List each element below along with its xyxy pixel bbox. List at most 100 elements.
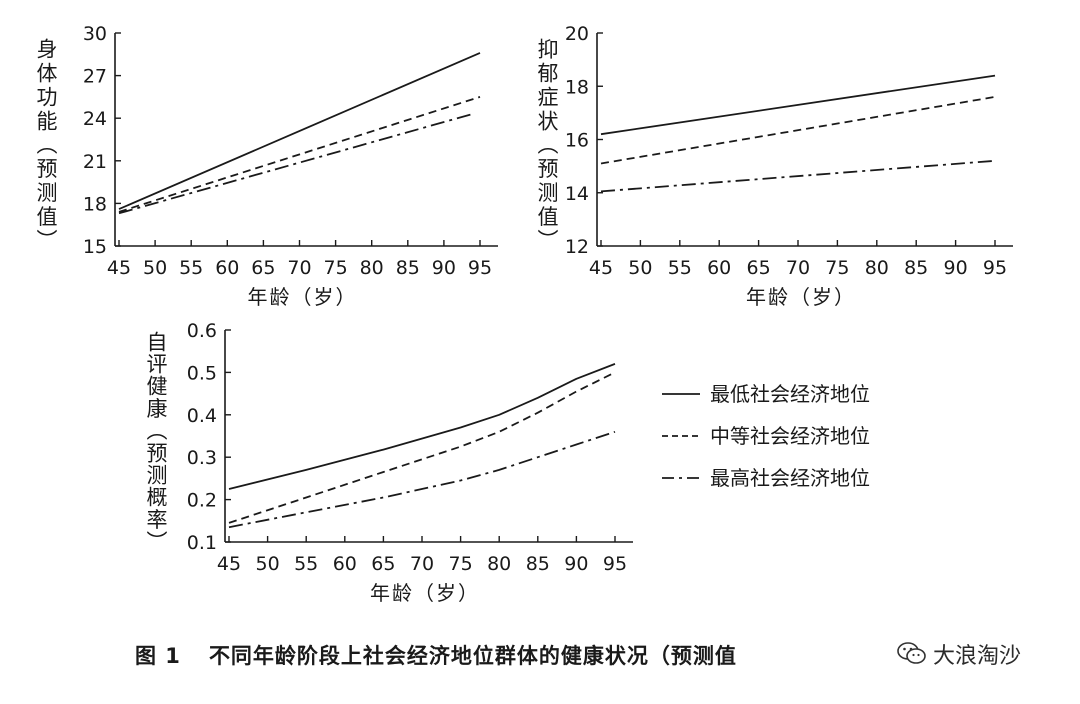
y-tick-label: 21 xyxy=(83,151,107,173)
x-tick-label: 65 xyxy=(251,257,275,279)
x-tick-label: 55 xyxy=(668,257,692,279)
x-tick-label: 75 xyxy=(825,257,849,279)
x-tick-label: 55 xyxy=(294,553,318,575)
legend-label: 最高社会经济地位 xyxy=(710,466,870,490)
x-tick-label: 95 xyxy=(983,257,1007,279)
watermark-text: 大浪淘沙 xyxy=(933,644,1022,669)
x-tick-label: 90 xyxy=(944,257,968,279)
x-tick-label: 85 xyxy=(396,257,420,279)
caption-number: 图 1 xyxy=(135,644,181,668)
x-tick-label: 70 xyxy=(410,553,434,575)
y-axis-label-char: 康 xyxy=(147,397,168,421)
series-line-dashed xyxy=(228,371,616,524)
y-tick-label: 30 xyxy=(83,23,107,45)
y-axis-label-char: 评 xyxy=(147,353,168,377)
y-tick-label: 15 xyxy=(83,236,107,258)
chart-panel-1: 15 18 21 24 27 30 45 50 55 60 65 70 75 80 85 90 95 年龄（岁） 身… xyxy=(37,23,498,309)
y-axis-label-char: ︶ xyxy=(538,229,559,253)
x-tick-label: 65 xyxy=(371,553,395,575)
figure-caption: 图 1 不同年龄阶段上社会经济地位群体的健康状况（预测值 xyxy=(135,640,737,670)
chart-panel-2: 12 14 16 18 20 45 50 55 60 65 70 75 80 85 90 95 年龄（岁） 抑郁症… xyxy=(538,23,1013,309)
series-line-solid xyxy=(118,52,481,210)
x-tick-label: 60 xyxy=(333,553,357,575)
x-axis-label: 年龄（岁） xyxy=(248,285,358,309)
y-tick-label: 0.5 xyxy=(187,362,217,384)
y-axis-label-char: ︶ xyxy=(147,530,168,554)
y-tick-label: 24 xyxy=(83,108,107,130)
y-axis-label: 抑郁症状︵预测值︶ xyxy=(538,38,559,253)
x-tick-label: 45 xyxy=(217,553,241,575)
x-tick-label: 80 xyxy=(487,553,511,575)
series-line-solid xyxy=(228,363,616,490)
watermark: 大浪淘沙 xyxy=(895,636,1028,672)
y-axis-label-char: 身 xyxy=(37,38,58,62)
x-tick-label: 85 xyxy=(904,257,928,279)
x-tick-label: 80 xyxy=(360,257,384,279)
y-axis-label-char: 测 xyxy=(147,464,168,488)
series-line-dashdot xyxy=(228,430,616,529)
series-line-solid xyxy=(600,74,996,136)
y-tick-label: 18 xyxy=(83,193,107,215)
y-tick-label: 16 xyxy=(565,130,589,152)
y-axis-label-char: 健 xyxy=(147,375,168,399)
series-line-dashdot xyxy=(118,113,474,215)
y-axis-label-char: 症 xyxy=(538,85,559,109)
y-axis-label-char: 值 xyxy=(37,205,58,229)
x-tick-label: 95 xyxy=(603,553,627,575)
y-axis-label-char: 值 xyxy=(538,205,559,229)
y-axis-label-char: 预 xyxy=(538,157,559,181)
x-tick-label: 75 xyxy=(324,257,348,279)
y-tick-label: 20 xyxy=(565,23,589,45)
y-axis-label: 自评健康︵预测概率︶ xyxy=(147,330,168,554)
y-axis-label-char: ︶ xyxy=(37,229,58,253)
series-line-dashed xyxy=(600,96,996,165)
y-axis-label-char: ︵ xyxy=(37,133,58,157)
chart-panel-3: 0.1 0.2 0.3 0.4 0.5 0.6 45 50 55 60 65 70 75 80 85 90 95… xyxy=(147,320,633,605)
x-axis-label: 年龄（岁） xyxy=(746,285,856,309)
series-line-dashdot xyxy=(600,159,996,193)
y-axis-label: 身体功能︵预测值︶ xyxy=(37,38,58,253)
x-tick-label: 80 xyxy=(865,257,889,279)
x-tick-label: 90 xyxy=(432,257,456,279)
wechat-icon xyxy=(897,642,926,664)
legend-label: 最低社会经济地位 xyxy=(710,382,870,406)
x-tick-label: 75 xyxy=(449,553,473,575)
x-tick-label: 45 xyxy=(589,257,613,279)
x-tick-label: 70 xyxy=(287,257,311,279)
caption-text: 不同年龄阶段上社会经济地位群体的健康状况（预测值 xyxy=(208,644,737,668)
x-tick-label: 50 xyxy=(143,257,167,279)
y-axis-label-char: 功 xyxy=(37,85,58,109)
y-axis-label-char: 能 xyxy=(37,109,58,133)
x-tick-label: 85 xyxy=(526,553,550,575)
x-tick-label: 60 xyxy=(707,257,731,279)
y-tick-label: 18 xyxy=(565,76,589,98)
y-axis-label-char: ︵ xyxy=(538,133,559,157)
x-tick-label: 50 xyxy=(628,257,652,279)
y-tick-label: 12 xyxy=(565,236,589,258)
y-axis-label-char: 自 xyxy=(147,330,168,354)
y-tick-label: 14 xyxy=(565,183,589,205)
y-tick-label: 27 xyxy=(83,66,107,88)
y-axis-label-char: 郁 xyxy=(538,62,559,86)
y-axis-label-char: 状 xyxy=(538,109,559,133)
legend-label: 中等社会经济地位 xyxy=(710,424,870,448)
y-axis-label-char: 率 xyxy=(147,508,168,532)
series-line-dashed xyxy=(118,96,481,213)
x-tick-label: 65 xyxy=(747,257,771,279)
y-tick-label: 0.6 xyxy=(187,320,217,342)
y-tick-label: 0.2 xyxy=(187,490,217,512)
x-tick-label: 95 xyxy=(468,257,492,279)
y-axis-label-char: 概 xyxy=(147,486,168,510)
y-axis-label-char: 预 xyxy=(147,441,168,465)
x-axis-label: 年龄（岁） xyxy=(370,581,480,605)
y-axis-label-char: 抑 xyxy=(538,38,559,62)
y-axis-label-char: 预 xyxy=(37,157,58,181)
x-tick-label: 90 xyxy=(564,553,588,575)
x-tick-label: 50 xyxy=(256,553,280,575)
x-tick-label: 55 xyxy=(179,257,203,279)
y-axis-label-char: ︵ xyxy=(147,419,168,443)
x-tick-label: 70 xyxy=(786,257,810,279)
y-tick-label: 0.4 xyxy=(187,405,217,427)
